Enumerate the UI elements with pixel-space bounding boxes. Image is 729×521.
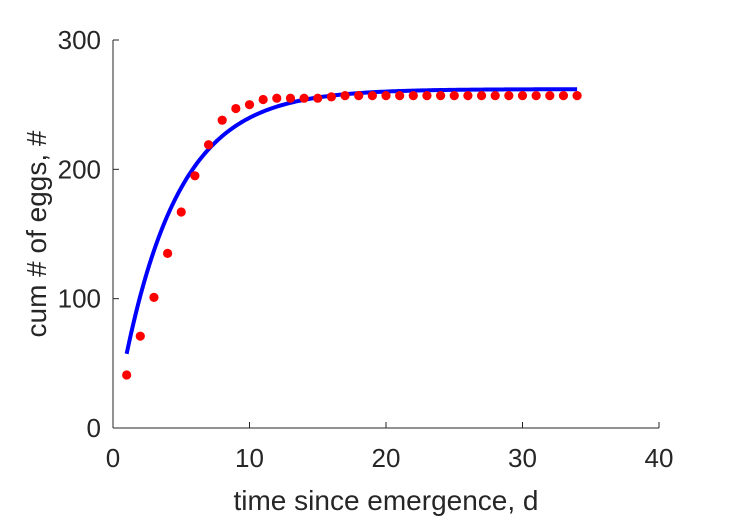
data-point bbox=[354, 91, 364, 101]
x-tick-label: 20 bbox=[372, 443, 401, 473]
data-point bbox=[504, 91, 514, 101]
data-point bbox=[258, 94, 268, 105]
data-point bbox=[422, 91, 432, 101]
data-point bbox=[299, 93, 309, 103]
data-point bbox=[436, 91, 446, 101]
x-tick-label: 0 bbox=[106, 443, 120, 473]
data-point bbox=[340, 91, 350, 101]
data-point bbox=[122, 370, 132, 380]
data-point bbox=[285, 93, 296, 103]
data-point bbox=[463, 91, 473, 101]
data-point bbox=[408, 91, 418, 101]
data-point bbox=[395, 91, 405, 101]
y-tick-label: 0 bbox=[87, 413, 101, 443]
data-point bbox=[135, 331, 145, 341]
data-point bbox=[244, 100, 255, 110]
data-point bbox=[531, 91, 541, 101]
data-point bbox=[326, 92, 336, 102]
data-point bbox=[190, 171, 200, 181]
data-point bbox=[381, 91, 391, 101]
x-tick-label: 30 bbox=[508, 443, 537, 473]
x-ticks: 0 10 20 30 40 bbox=[106, 422, 674, 473]
fit-line bbox=[124, 87, 578, 355]
y-ticks: 0 100 200 300 bbox=[58, 25, 119, 443]
data-point bbox=[272, 93, 282, 103]
plot-series bbox=[122, 87, 582, 380]
data-point bbox=[517, 91, 528, 101]
y-tick-label: 300 bbox=[58, 25, 101, 55]
data-point bbox=[231, 103, 241, 114]
data-point bbox=[545, 91, 555, 101]
y-tick-label: 100 bbox=[58, 284, 101, 314]
data-point bbox=[203, 140, 214, 150]
x-tick-label: 10 bbox=[235, 443, 264, 473]
y-axis-label: cum # of eggs, # bbox=[21, 130, 52, 337]
data-point bbox=[313, 93, 323, 103]
data-point bbox=[149, 292, 159, 302]
y-tick-label: 200 bbox=[58, 154, 101, 184]
data-point bbox=[572, 91, 582, 101]
data-point bbox=[558, 91, 569, 101]
data-point bbox=[367, 91, 377, 101]
x-tick-label: 40 bbox=[645, 443, 674, 473]
data-point bbox=[449, 91, 459, 101]
data-point bbox=[476, 91, 487, 101]
data-point bbox=[217, 115, 227, 125]
data-point bbox=[176, 207, 186, 217]
data-point bbox=[163, 248, 173, 258]
x-axis-label: time since emergence, d bbox=[233, 485, 538, 516]
data-point bbox=[490, 91, 500, 101]
